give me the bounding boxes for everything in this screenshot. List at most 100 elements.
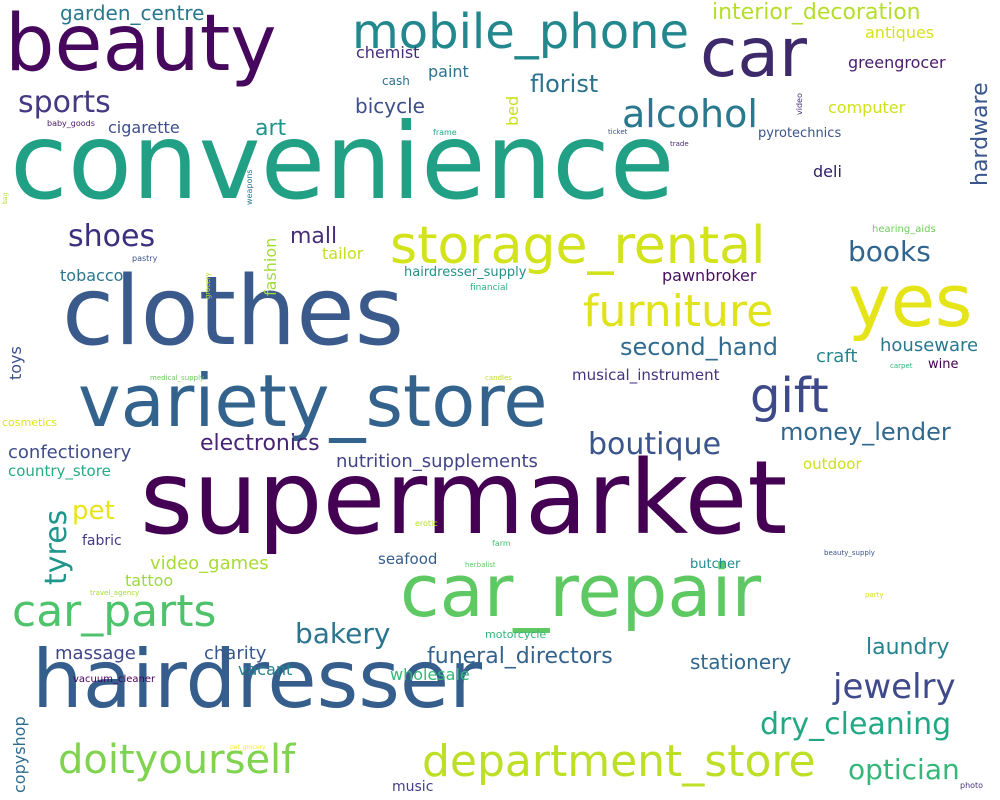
word: interior_decoration [712, 0, 921, 25]
word: car [700, 14, 808, 93]
word: medical_supply [150, 374, 205, 382]
word: hairdresser [32, 633, 483, 726]
word: electronics [200, 431, 320, 456]
word: candles [485, 374, 512, 382]
word: supermarket [140, 439, 788, 558]
word: beauty [5, 0, 277, 89]
word: photo [960, 781, 984, 790]
word: erotic [415, 519, 438, 528]
word: greengrocer [848, 53, 946, 72]
word: convenience [10, 101, 675, 223]
word: financial [470, 283, 509, 293]
word: farm [492, 539, 511, 548]
word: variety_store [78, 359, 548, 443]
word: travel_agency [90, 589, 140, 597]
word: sports [18, 85, 111, 120]
word: gift [750, 368, 829, 424]
word: motorcycle [485, 628, 547, 641]
word: antiques [865, 23, 935, 42]
word: mall [290, 224, 338, 249]
word: yes [848, 259, 973, 343]
word: frame [433, 128, 457, 137]
word: storage_rental [390, 216, 766, 276]
word: deli [813, 162, 842, 181]
word: hairdresser_supply [404, 265, 527, 280]
word: tobacco [60, 266, 124, 285]
word: pawnbroker [662, 266, 757, 285]
word: alcohol [622, 92, 758, 136]
word: funeral_directors [427, 644, 613, 669]
word: outdoor [803, 455, 862, 473]
word: craft [816, 346, 858, 367]
word: computer [828, 98, 906, 117]
word: ticket [608, 128, 628, 136]
word: bag [2, 192, 9, 204]
word: garden_centre [60, 1, 205, 25]
word: butcher [690, 557, 741, 572]
word: massage [55, 643, 136, 664]
word: money_lender [780, 418, 951, 446]
word: boutique [588, 427, 722, 462]
word: wholesale [390, 665, 470, 684]
word: hearing_aids [872, 224, 936, 235]
word: music [392, 779, 434, 795]
word: jewelry [833, 667, 956, 707]
word: baby_goods [47, 119, 95, 128]
word: fabric [82, 533, 122, 549]
word: mobile_phone [352, 4, 690, 60]
word: paint [428, 62, 469, 81]
word: wine [928, 357, 959, 372]
word: video_games [150, 553, 269, 574]
word: doityourself [58, 737, 296, 783]
word: charity [204, 643, 267, 664]
word: herbalist [465, 561, 496, 569]
word: car_repair [400, 549, 762, 633]
word: toys [6, 346, 25, 380]
word: pyrotechnics [758, 126, 842, 141]
word: fashion [261, 237, 280, 296]
word: car_parts [12, 586, 217, 637]
word: nutrition_supplements [336, 451, 538, 472]
word: confectionery [8, 442, 132, 463]
word: cosmetics [2, 416, 58, 429]
word: pet_grocery [230, 744, 266, 751]
word: musical_instrument [572, 366, 720, 384]
word: clothes [62, 257, 405, 367]
word: hardware [968, 82, 993, 186]
word: laundry [866, 635, 950, 660]
word: department_store [422, 736, 816, 787]
word: art [255, 116, 287, 141]
word: tailor [322, 244, 364, 263]
word: chemist [356, 43, 420, 62]
word: seafood [378, 550, 438, 568]
word: houseware [880, 335, 979, 356]
word: video [795, 93, 804, 115]
word: beauty_supply [824, 549, 875, 557]
word: vacant [238, 660, 293, 679]
word: second_hand [620, 333, 778, 361]
word: dry_cleaning [760, 707, 952, 742]
word: florist [530, 70, 599, 98]
word: shoes [68, 219, 156, 254]
word: grocery [204, 272, 212, 299]
word: party [865, 591, 884, 599]
word: weapons [245, 169, 254, 205]
word: cash [382, 74, 410, 88]
word: books [848, 235, 931, 268]
word: copyshop [10, 716, 29, 793]
word: cigarette [108, 118, 180, 137]
word: tattoo [125, 571, 174, 590]
word: furniture [583, 286, 774, 337]
word: optician [848, 753, 960, 786]
word: trade [670, 140, 689, 148]
word: bed [503, 95, 522, 126]
word: bicycle [355, 94, 425, 118]
word: pastry [132, 254, 158, 263]
word: country_store [8, 462, 111, 480]
word: vacuum_cleaner [73, 674, 156, 685]
word: tyres [39, 509, 74, 585]
word: pet [72, 496, 115, 526]
word: carpet [890, 362, 913, 370]
word: bakery [295, 617, 391, 650]
